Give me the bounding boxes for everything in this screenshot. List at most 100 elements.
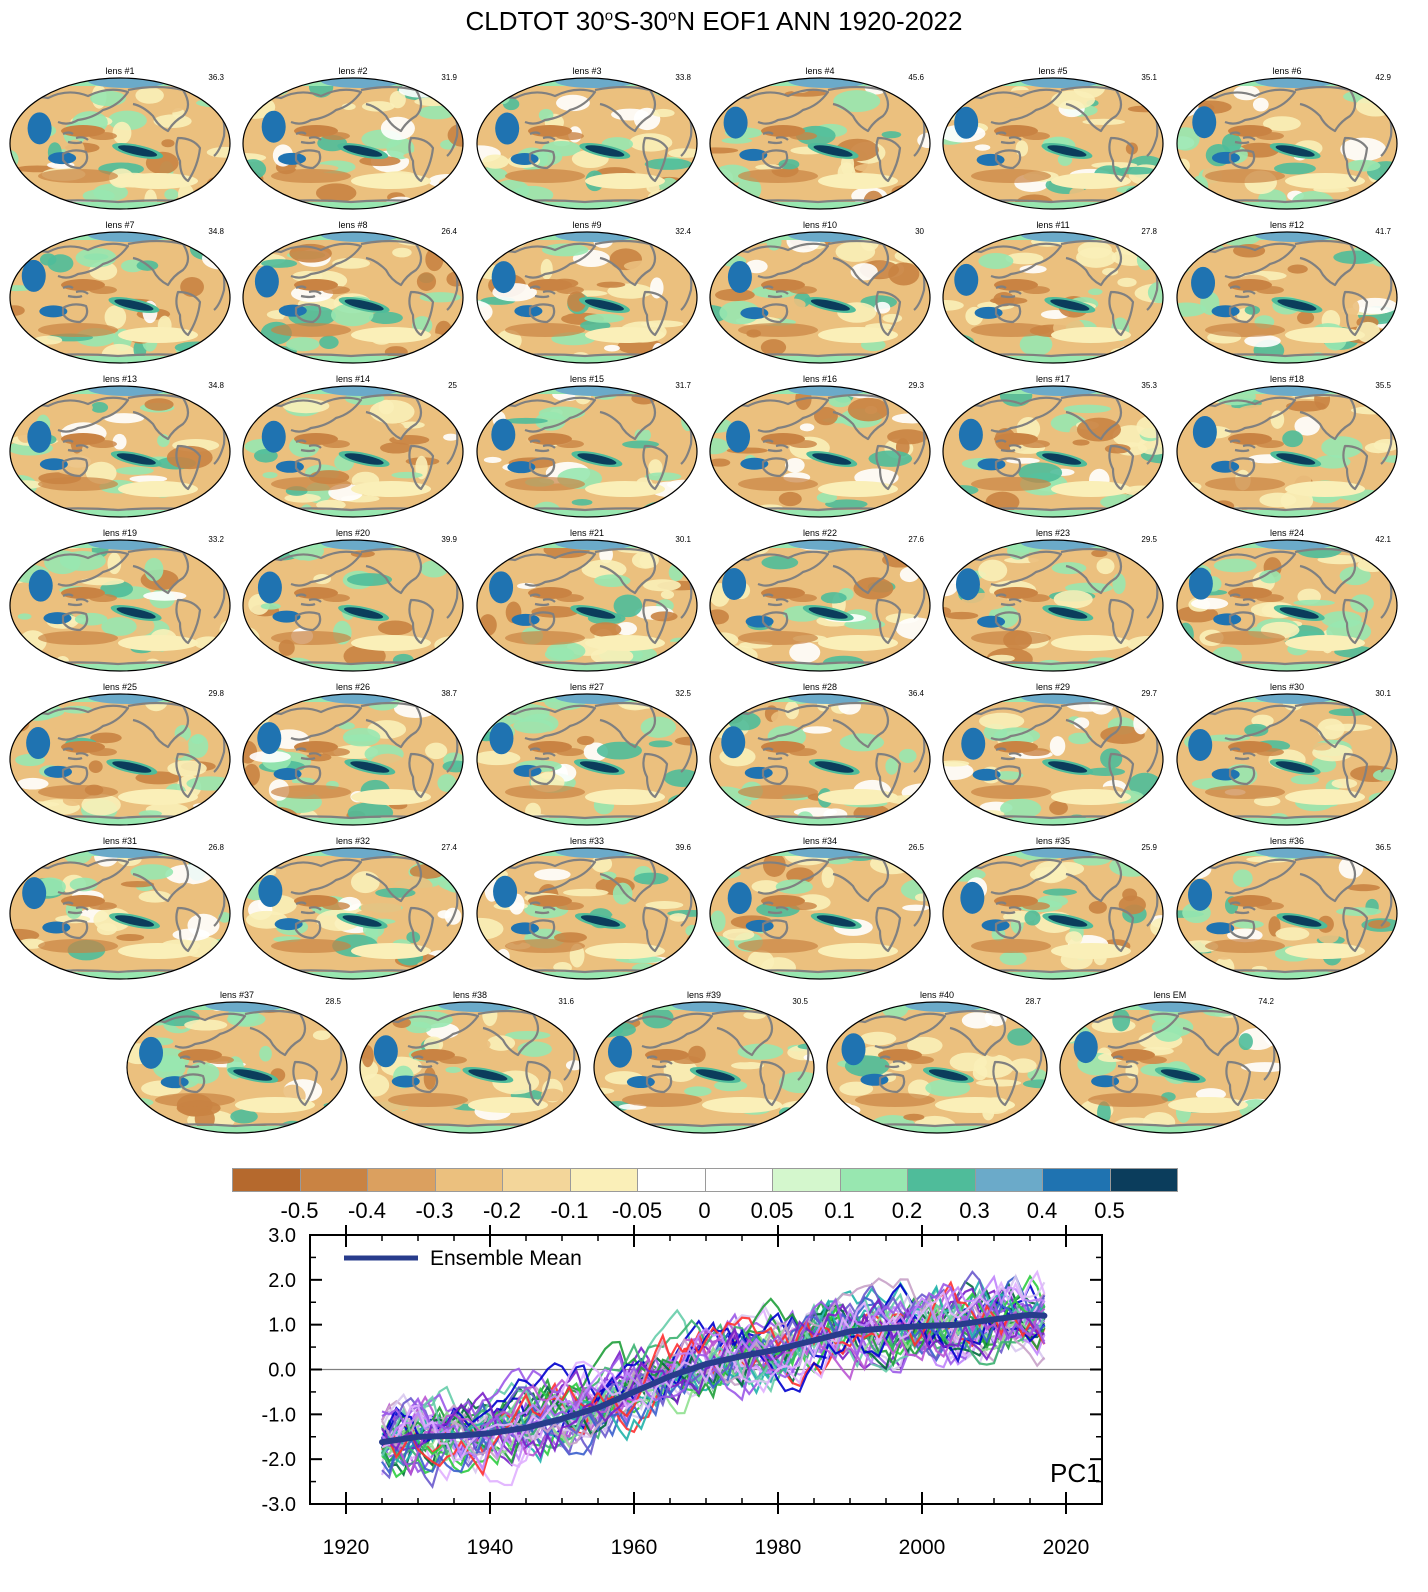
map-panel: lens #21 30.1 [475, 528, 699, 673]
map-panel: lens #25 29.8 [8, 682, 232, 827]
map-panel: lens #14 25 [241, 374, 465, 519]
colorbar-swatch [502, 1168, 571, 1192]
map-panel-variance-pct: 74.2 [1258, 997, 1274, 1006]
map-panel-label: lens #2 [338, 66, 368, 76]
colorbar-swatch [839, 1168, 908, 1192]
map-panel-label: lens #18 [1269, 374, 1305, 384]
x-tick-label: 2000 [899, 1536, 946, 1559]
main-title: CLDTOT 30oS-30oN EOF1 ANN 1920-2022 [465, 6, 963, 36]
map-panel-variance-pct: 27.8 [1141, 227, 1157, 236]
map-panel: lens #10 30 [708, 220, 932, 365]
map-ellipse [709, 385, 931, 518]
colorbar-tick-label: -0.05 [611, 1198, 663, 1223]
map-panel: lens #28 36.4 [708, 682, 932, 827]
map-panel-variance-pct: 26.8 [208, 843, 224, 852]
map-panel-variance-pct: 35.1 [1141, 73, 1157, 82]
ensemble-mean-line [379, 1311, 1048, 1446]
y-tick-label: -3.0 [262, 1494, 296, 1516]
map-panel-label: lens #4 [805, 66, 835, 76]
colorbar-swatch [569, 1168, 638, 1192]
map-panel: lens #29 29.7 [941, 682, 1165, 827]
pc1-timeseries-chart: 3.0 2.0 1.0 0.0 -1.0 -2.0 -3.0 1920 1940 1960 1980… [262, 1225, 1103, 1559]
map-ellipse [476, 77, 698, 210]
colorbar-tick-label: -0.4 [348, 1198, 386, 1223]
map-panel: lens #18 35.5 [1175, 374, 1399, 519]
map-panel-variance-pct: 26.4 [441, 227, 457, 236]
map-panel-variance-pct: 38.7 [441, 689, 457, 698]
map-ellipse [242, 847, 464, 980]
map-panel-variance-pct: 30.1 [1375, 689, 1391, 698]
map-ellipse [242, 385, 464, 518]
map-panel-label: lens #38 [452, 990, 488, 1000]
map-panel-label: lens #24 [1269, 528, 1305, 538]
map-ellipse [942, 847, 1164, 980]
map-panel-label: lens #29 [1035, 682, 1071, 692]
map-ellipse [942, 385, 1164, 518]
map-panel: lens #30 30.1 [1175, 682, 1399, 827]
y-tick-label: 3.0 [268, 1225, 296, 1247]
map-ellipse [9, 385, 231, 518]
map-panel: lens #36 36.5 [1175, 836, 1399, 981]
map-panel-label: lens #7 [105, 220, 135, 230]
map-ellipse [476, 693, 698, 826]
map-panel: lens #38 31.6 [358, 990, 582, 1135]
colorbar-swatch [704, 1168, 773, 1192]
map-ellipse [242, 231, 464, 364]
map-panel-variance-pct: 30 [915, 227, 924, 236]
map-panel-variance-pct: 27.6 [908, 535, 924, 544]
map-ellipse [476, 847, 698, 980]
map-panel-label: lens #10 [802, 220, 838, 230]
map-panel: lens #19 33.2 [8, 528, 232, 673]
map-panel: lens #8 26.4 [241, 220, 465, 365]
map-ellipse [709, 539, 931, 672]
map-ellipse [942, 539, 1164, 672]
map-panel-variance-pct: 34.8 [208, 227, 224, 236]
map-ellipse [942, 693, 1164, 826]
map-panel-label: lens #25 [102, 682, 138, 692]
map-panel: lens #2 31.9 [241, 66, 465, 211]
colorbar-swatch [1109, 1168, 1178, 1192]
map-panel-label: lens #33 [569, 836, 605, 846]
map-panel-label: lens #16 [802, 374, 838, 384]
map-ellipse [476, 539, 698, 672]
map-panel-label: lens #11 [1036, 220, 1070, 230]
colorbar-swatch [367, 1168, 436, 1192]
map-ellipse [942, 77, 1164, 210]
map-panel-label: lens #30 [1269, 682, 1305, 692]
map-panel-label: lens #32 [335, 836, 371, 846]
map-panel-variance-pct: 29.3 [908, 381, 924, 390]
map-panel-label: lens #40 [919, 990, 955, 1000]
y-tick-label: 2.0 [268, 1270, 296, 1292]
colorbar-swatch [907, 1168, 976, 1192]
colorbar-tick-label: 0.2 [891, 1198, 923, 1223]
map-panel-variance-pct: 33.8 [675, 73, 691, 82]
map-panel-label: lens #5 [1038, 66, 1068, 76]
map-panel-label: lens EM [1153, 990, 1187, 1000]
map-ellipse [1176, 77, 1398, 210]
map-panel-variance-pct: 29.8 [208, 689, 224, 698]
map-ellipse [476, 385, 698, 518]
map-panel: lens #15 31.7 [475, 374, 699, 519]
map-panel-label: lens #20 [335, 528, 371, 538]
map-panel: lens #34 26.5 [708, 836, 932, 981]
map-panel-variance-pct: 25.9 [1141, 843, 1157, 852]
map-ellipse [1176, 231, 1398, 364]
map-panel: lens #37 28.5 [125, 990, 349, 1135]
map-panel-variance-pct: 30.5 [792, 997, 808, 1006]
map-ellipse [9, 539, 231, 672]
colorbar-tick-label: -0.5 [280, 1198, 319, 1223]
map-panel-variance-pct: 32.4 [675, 227, 691, 236]
map-panel-label: lens #26 [335, 682, 371, 692]
map-panel: lens #27 32.5 [475, 682, 699, 827]
map-panel-variance-pct: 42.9 [1375, 73, 1391, 82]
map-panel-label: lens #17 [1035, 374, 1071, 384]
map-panel-label: lens #21 [569, 528, 605, 538]
map-panel: lens #1 36.3 [8, 66, 232, 211]
map-panel-label: lens #9 [572, 220, 602, 230]
map-panel-label: lens #27 [569, 682, 605, 692]
x-tick-label: 1960 [611, 1536, 658, 1559]
map-panel-label: lens #14 [335, 374, 371, 384]
map-panel-label: lens #6 [1272, 66, 1302, 76]
map-panel-variance-pct: 32.5 [675, 689, 691, 698]
map-ellipse [242, 539, 464, 672]
